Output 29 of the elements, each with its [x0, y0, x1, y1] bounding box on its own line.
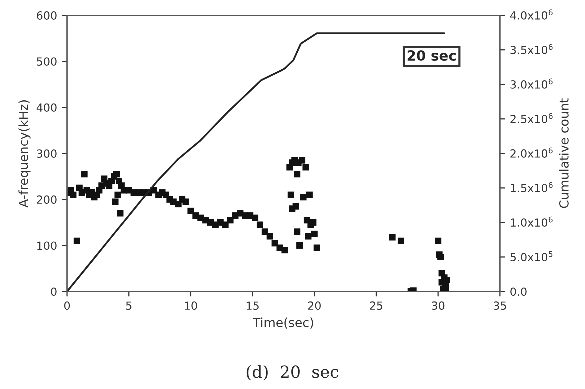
x-axis-title: Time(sec) [252, 318, 314, 329]
x-tick-label: 15 [246, 302, 259, 310]
y2-tick-label: 1.0x10$^{6}$ [511, 216, 553, 227]
y-tick-label: 600 [37, 12, 57, 20]
y2-tick-label: 4.0x10$^{6}$ [510, 10, 553, 20]
y2-tick-label: 1.5x10$^{6}$ [511, 182, 553, 192]
y2-axis-title: Cumulative count [559, 98, 569, 208]
annotation: 20 sec [408, 50, 456, 62]
y-axis-title: A-frequency(kHz) [18, 100, 31, 208]
y-tick-label: 400 [36, 104, 57, 112]
y-tick-label: 100 [38, 242, 57, 250]
y-tick-label: 500 [37, 58, 57, 66]
x-tick-label: 30 [432, 302, 445, 310]
x-tick-label: 5 [126, 302, 132, 310]
y-tick-label: 300 [37, 150, 57, 158]
y-tick-label: 200 [37, 196, 57, 204]
y2-tick-label: 0.0 [510, 288, 527, 296]
y2-tick-label: 2.5x10$^{6}$ [510, 113, 553, 124]
y-tick-label: 0 [51, 288, 57, 296]
y2-tick-label: 2.0x10$^{6}$ [510, 148, 553, 158]
y2-tick-label: 3.5x10$^{6}$ [510, 44, 553, 54]
y2-tick-label: 5.0x10$^{5}$ [510, 251, 553, 262]
text: (d) 20 sec [246, 365, 339, 381]
x-tick-label: 10 [185, 302, 198, 310]
x-tick-label: 25 [370, 302, 383, 310]
x-tick-label: 0 [64, 302, 70, 310]
y2-tick-label: 3.0x10$^{6}$ [510, 78, 553, 89]
x-tick-label: 20 [308, 302, 321, 310]
x-tick-label: 35 [494, 302, 506, 310]
